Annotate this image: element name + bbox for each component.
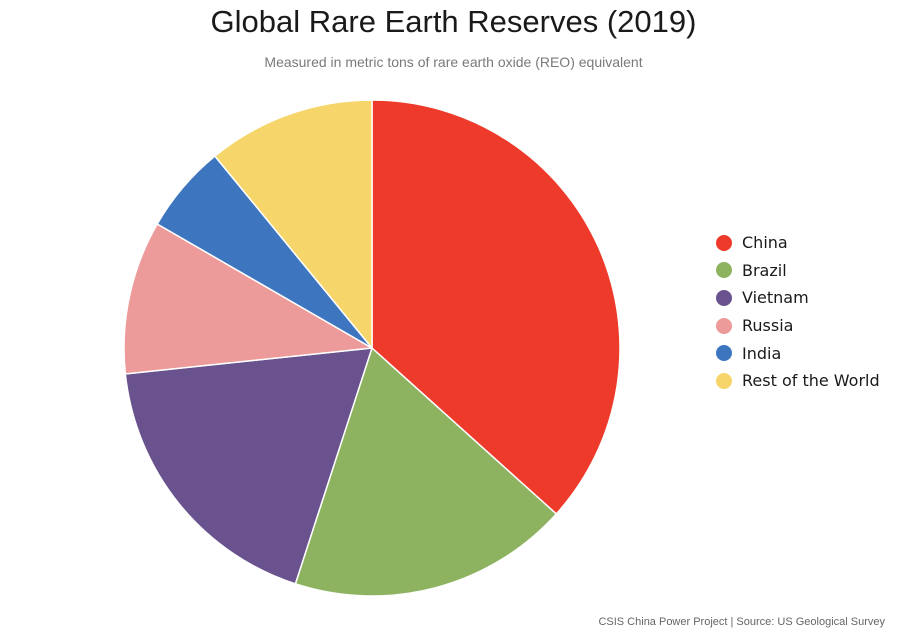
legend-item-vietnam[interactable]: Vietnam [716,284,880,312]
legend-swatch-rest-of-the-world [716,372,732,389]
legend-swatch-china [716,234,732,251]
legend-label-brazil: Brazil [742,260,787,280]
pie-slice-rest-of-the-world[interactable] [214,99,373,349]
legend-swatch-vietnam [716,289,732,306]
legend-label-india: India [742,343,782,363]
legend-item-india[interactable]: India [716,339,880,367]
source-note: CSIS China Power Project | Source: US Ge… [598,616,885,628]
legend-swatch-india [716,345,732,362]
pie-slice-brazil[interactable] [294,347,558,597]
chart-legend: China Brazil Vietnam Russia India Rest of the… [716,229,880,395]
pie-slice-china[interactable] [371,99,621,515]
pie-slice-russia[interactable] [123,223,373,375]
legend-item-rest-of-the-world[interactable]: Rest of the World [716,367,880,395]
pie-slice-vietnam[interactable] [124,347,373,585]
legend-label-china: China [742,233,788,253]
legend-item-russia[interactable]: Russia [716,312,880,340]
chart-subtitle: Measured in metric tons of rare earth ox… [264,54,643,70]
chart-title: Global Rare Earth Reserves (2019) [210,4,697,39]
legend-label-rest-of-the-world: Rest of the World [742,371,880,391]
legend-swatch-russia [716,317,732,334]
legend-item-brazil[interactable]: Brazil [716,257,880,285]
legend-label-vietnam: Vietnam [742,288,809,308]
legend-label-russia: Russia [742,316,794,336]
legend-item-china[interactable]: China [716,229,880,257]
legend-swatch-brazil [716,262,732,279]
